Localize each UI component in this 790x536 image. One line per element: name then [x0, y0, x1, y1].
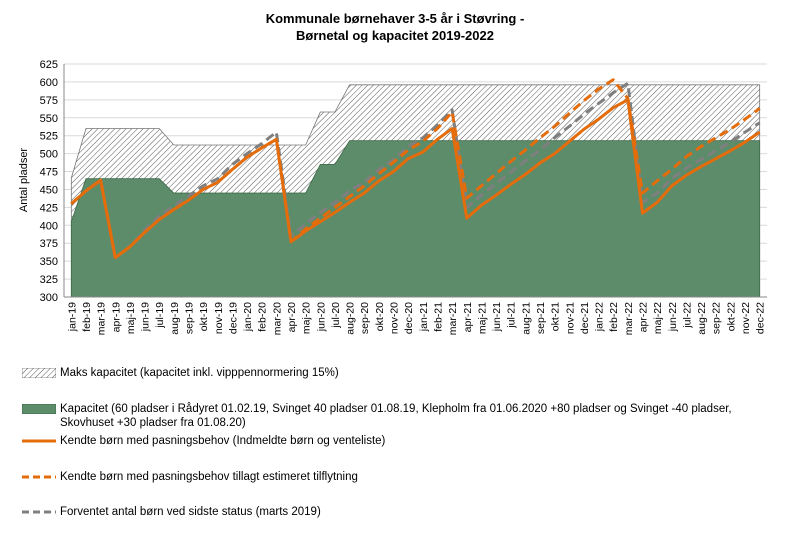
x-tick-label: aug-20 [345, 302, 357, 335]
y-tick-label: 525 [40, 131, 58, 143]
y-tick-label: 625 [40, 59, 58, 71]
x-tick-label: jan-22 [594, 302, 606, 332]
x-tick-label: nov-21 [564, 302, 576, 334]
x-tick-label: feb-21 [432, 302, 444, 332]
legend-label-capacity: Kapacitet (60 pladser i Rådyret 01.02.19… [60, 403, 732, 429]
x-tick-label: sep-22 [711, 302, 723, 334]
x-tick-label: aug-22 [696, 302, 708, 335]
y-tick-label: 575 [40, 95, 58, 107]
x-tick-label: aug-19 [169, 302, 181, 335]
series-line-known-children [70, 98, 761, 260]
x-tick-label: maj-22 [652, 302, 664, 334]
series-line-expected [70, 81, 761, 260]
y-tick-label: 375 [40, 238, 58, 250]
y-tick-label: 400 [40, 220, 58, 232]
legend-swatch-dashed-grey [22, 510, 56, 514]
x-tick-label: apr-21 [462, 302, 474, 333]
x-tick-label: feb-20 [257, 302, 269, 332]
legend-swatch-solid-orange [22, 439, 56, 443]
x-tick-label: dec-20 [403, 302, 415, 334]
x-tick-label: maj-20 [301, 302, 313, 334]
x-tick-label: sep-20 [359, 302, 371, 334]
x-tick-label: sep-21 [535, 302, 547, 334]
x-tick-label: jul-19 [154, 302, 166, 329]
x-tick-label: mar-21 [447, 302, 459, 335]
x-tick-label: jan-20 [242, 302, 254, 332]
legend-label-expected: Forventet antal børn ved sidste status (… [60, 506, 321, 518]
y-tick-label: 300 [40, 292, 58, 304]
legend-label-known-plus-moving: Kendte børn med pasningsbehov tillagt es… [60, 471, 358, 483]
x-tick-label: nov-22 [740, 302, 752, 334]
series-area-capacity [70, 140, 761, 298]
x-tick-label: nov-20 [389, 302, 401, 334]
x-tick-label: mar-20 [271, 302, 283, 335]
x-tick-label: jan-21 [418, 302, 430, 332]
x-tick-label: jun-21 [491, 302, 503, 332]
x-tick-label: feb-22 [608, 302, 620, 332]
x-tick-label: sep-19 [183, 302, 195, 334]
y-tick-label: 450 [40, 184, 58, 196]
x-tick-label: nov-19 [213, 302, 225, 334]
x-tick-label: maj-21 [476, 302, 488, 334]
legend-label-max-capacity: Maks kapacitet (kapacitet inkl. vipppenn… [60, 367, 339, 379]
x-tick-label: dec-19 [227, 302, 239, 334]
x-tick-label: maj-19 [125, 302, 137, 334]
x-tick-label: okt-20 [374, 302, 386, 331]
series-line-known-plus-moving [70, 78, 761, 260]
y-tick-label: 550 [40, 113, 58, 125]
x-tick-label: apr-20 [286, 302, 298, 333]
chart-title-line-1: Kommunale børnehaver 3-5 år i Støvring - [265, 11, 525, 26]
x-tick-label: jul-22 [681, 302, 693, 329]
y-tick-label: 325 [40, 274, 58, 286]
legend-swatch-dashed-orange [22, 475, 56, 479]
x-tick-label: feb-19 [81, 302, 93, 332]
x-tick-label: mar-22 [623, 302, 635, 335]
y-tick-label: 600 [40, 77, 58, 89]
x-tick-label: jun-19 [140, 302, 152, 332]
x-tick-label: okt-21 [550, 302, 562, 331]
x-tick-label: jul-20 [330, 302, 342, 329]
x-tick-label: jan-19 [66, 302, 78, 332]
x-tick-label: apr-22 [638, 302, 650, 333]
x-tick-label: dec-22 [755, 302, 767, 334]
legend-label-known-children: Kendte børn med pasningsbehov (Indmeldte… [60, 435, 386, 447]
legend-swatch-green [22, 404, 56, 414]
x-tick-label: jul-21 [506, 302, 518, 329]
y-axis-label: Antal pladser [18, 148, 30, 213]
x-tick-label: jun-20 [315, 302, 327, 332]
chart-title-line-2: Børnetal og kapacitet 2019-2022 [296, 28, 494, 43]
x-tick-label: jun-22 [667, 302, 679, 332]
x-tick-label: okt-22 [725, 302, 737, 331]
x-tick-label: okt-19 [198, 302, 210, 331]
x-tick-label: dec-21 [579, 302, 591, 334]
x-tick-label: mar-19 [96, 302, 108, 335]
y-tick-label: 350 [40, 256, 58, 268]
x-tick-label: aug-21 [520, 302, 532, 335]
x-tick-label: apr-19 [110, 302, 122, 333]
y-tick-label: 475 [40, 167, 58, 179]
y-tick-label: 425 [40, 202, 58, 214]
y-tick-label: 500 [40, 149, 58, 161]
legend-swatch-hatched [22, 368, 56, 378]
